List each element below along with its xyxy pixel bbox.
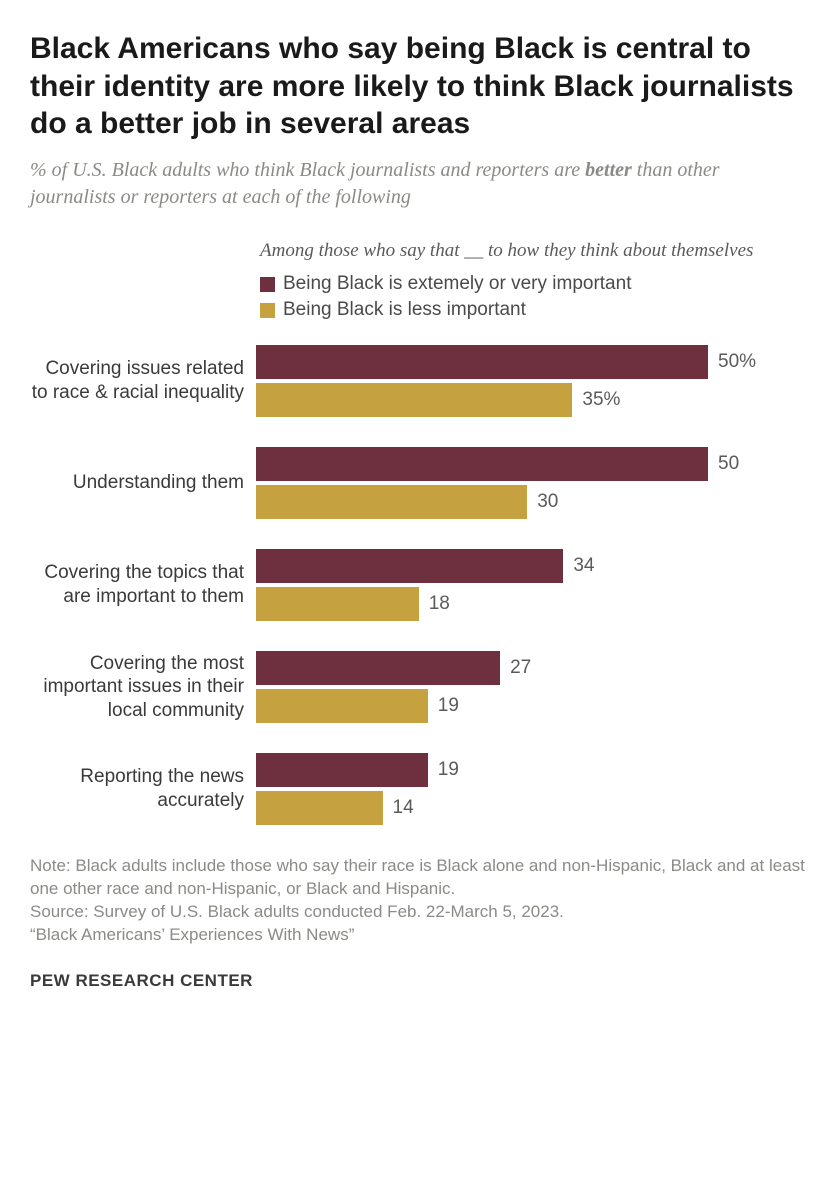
legend-swatch [260, 303, 275, 318]
bar-line: 19 [256, 753, 810, 787]
bar-line: 19 [256, 689, 810, 723]
bar-line: 35% [256, 383, 810, 417]
note-text: Note: Black adults include those who say… [30, 855, 810, 901]
bar-value: 19 [438, 759, 459, 781]
bar [256, 689, 428, 723]
bar [256, 383, 572, 417]
bar-value: 35% [582, 389, 620, 411]
bar-group: 50% 35% [256, 345, 810, 417]
bar-line: 30 [256, 485, 810, 519]
bar-line: 50% [256, 345, 810, 379]
bar-value: 34 [573, 555, 594, 577]
legend-label: Being Black is less important [283, 299, 526, 321]
bar-value: 30 [537, 491, 558, 513]
legend-caption: Among those who say that __ to how they … [260, 239, 810, 264]
reference-text: “Black Americans’ Experiences With News” [30, 924, 810, 947]
bar [256, 485, 527, 519]
bar [256, 753, 428, 787]
category-label: Understanding them [30, 471, 256, 495]
chart-subtitle: % of U.S. Black adults who think Black j… [30, 157, 810, 211]
chart-row: Covering the topics that are important t… [30, 549, 810, 621]
bar-group: 50 30 [256, 447, 810, 519]
bar-value: 19 [438, 695, 459, 717]
category-label: Reporting the news accurately [30, 765, 256, 813]
bar-value: 14 [393, 797, 414, 819]
source-text: Source: Survey of U.S. Black adults cond… [30, 901, 810, 924]
bar-group: 1914 [256, 753, 810, 825]
bar [256, 791, 383, 825]
chart-row: Understanding them 50 30 [30, 447, 810, 519]
chart-row: Covering the most important issues in th… [30, 651, 810, 723]
legend: Among those who say that __ to how they … [260, 239, 810, 322]
bar-value: 50 [718, 453, 739, 475]
category-label: Covering issues related to race & racial… [30, 357, 256, 405]
chart-row: Covering issues related to race & racial… [30, 345, 810, 417]
bar-line: 50 [256, 447, 810, 481]
legend-swatch [260, 277, 275, 292]
category-label: Covering the most important issues in th… [30, 652, 256, 723]
legend-item: Being Black is extemely or very importan… [260, 273, 810, 295]
legend-label: Being Black is extemely or very importan… [283, 273, 631, 295]
bar-line: 14 [256, 791, 810, 825]
bar [256, 651, 500, 685]
subtitle-pre: % of U.S. Black adults who think Black j… [30, 159, 585, 181]
chart-row: Reporting the news accurately1914 [30, 753, 810, 825]
bar [256, 587, 419, 621]
subtitle-bold: better [585, 159, 632, 181]
footer-attribution: PEW RESEARCH CENTER [30, 971, 810, 991]
bar-group: 27 19 [256, 651, 810, 723]
bar-value: 27 [510, 657, 531, 679]
bar-line: 18 [256, 587, 810, 621]
bar-group: 34 18 [256, 549, 810, 621]
bar [256, 447, 708, 481]
bar-line: 34 [256, 549, 810, 583]
bar-chart: Covering issues related to race & racial… [30, 345, 810, 825]
bar [256, 345, 708, 379]
bar-value: 18 [429, 593, 450, 615]
chart-title: Black Americans who say being Black is c… [30, 30, 810, 143]
category-label: Covering the topics that are important t… [30, 561, 256, 609]
bar-line: 27 [256, 651, 810, 685]
bar [256, 549, 563, 583]
bar-value: 50% [718, 351, 756, 373]
legend-item: Being Black is less important [260, 299, 810, 321]
